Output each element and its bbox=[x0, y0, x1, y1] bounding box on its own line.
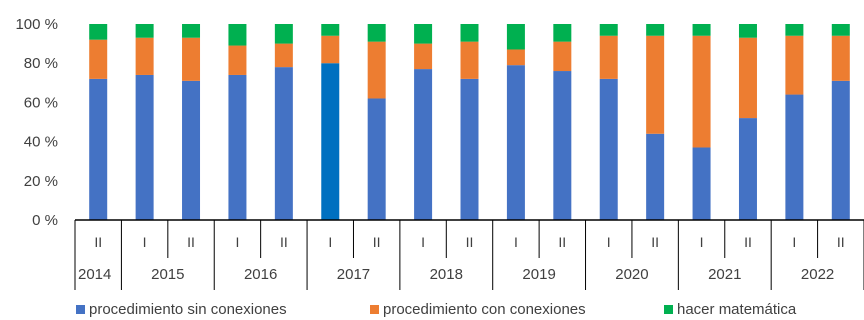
bar-segment-2 bbox=[738, 37, 757, 119]
bar-segment-3 bbox=[599, 24, 618, 36]
legend: procedimiento sin conexiones procedimient… bbox=[76, 301, 797, 318]
semester-label: I bbox=[143, 234, 147, 250]
semester-label: II bbox=[558, 234, 566, 250]
bar-segment-3 bbox=[228, 24, 247, 46]
y-tick-label: 20 % bbox=[24, 173, 58, 190]
semester-label: I bbox=[792, 234, 796, 250]
year-label: 2020 bbox=[615, 266, 648, 283]
bar-segment-1 bbox=[228, 74, 247, 221]
y-axis: 0 % 20 % 40 % 60 % 80 % 100 % bbox=[15, 16, 58, 229]
bar-segment-2 bbox=[321, 35, 340, 64]
bar-segment-2 bbox=[228, 45, 247, 75]
semester-label: I bbox=[421, 234, 425, 250]
y-tick-label: 80 % bbox=[24, 55, 58, 72]
year-label: 2018 bbox=[430, 266, 463, 283]
bar-segment-2 bbox=[460, 41, 479, 79]
legend-swatch bbox=[664, 305, 673, 314]
bar-segment-2 bbox=[646, 35, 665, 134]
bar-segment-1 bbox=[831, 80, 850, 220]
bar-segment-2 bbox=[785, 35, 804, 95]
semester-label: I bbox=[607, 234, 611, 250]
bar-segment-3 bbox=[321, 24, 340, 36]
bar-segment-3 bbox=[135, 24, 154, 38]
bar-segment-2 bbox=[182, 37, 201, 81]
year-label: 2021 bbox=[708, 266, 741, 283]
legend-label: procedimiento sin conexiones bbox=[89, 301, 287, 318]
bar-segment-3 bbox=[367, 24, 386, 42]
bar-segment-3 bbox=[460, 24, 479, 42]
bar-segment-1 bbox=[182, 80, 201, 220]
semester-label: II bbox=[187, 234, 195, 250]
bar-segment-2 bbox=[553, 41, 572, 72]
semester-label: I bbox=[328, 234, 332, 250]
semester-label: I bbox=[235, 234, 239, 250]
bar-segment-1 bbox=[646, 133, 665, 220]
bar-segment-2 bbox=[274, 43, 293, 68]
bar-segment-1 bbox=[321, 63, 340, 221]
bar-segment-2 bbox=[414, 43, 433, 70]
y-tick-label: 100 % bbox=[15, 16, 58, 33]
year-label: 2019 bbox=[522, 266, 555, 283]
semester-label: II bbox=[373, 234, 381, 250]
bar-segment-1 bbox=[414, 69, 433, 220]
legend-swatch bbox=[370, 305, 379, 314]
bar-segment-3 bbox=[182, 24, 201, 38]
bar-segment-3 bbox=[553, 24, 572, 42]
bar-segment-1 bbox=[460, 78, 479, 220]
bar-segment-3 bbox=[692, 24, 711, 36]
bar-segment-3 bbox=[831, 24, 850, 36]
legend-swatch bbox=[76, 305, 85, 314]
bar-segment-2 bbox=[506, 49, 525, 66]
semester-label: II bbox=[651, 234, 659, 250]
semester-label: II bbox=[94, 234, 102, 250]
bar-segment-1 bbox=[135, 74, 154, 221]
year-label: 2017 bbox=[337, 266, 370, 283]
bar-segment-1 bbox=[89, 78, 108, 220]
year-label: 2015 bbox=[151, 266, 184, 283]
bars bbox=[89, 24, 850, 221]
bar-segment-2 bbox=[367, 41, 386, 99]
bar-segment-3 bbox=[274, 24, 293, 44]
semester-label: I bbox=[700, 234, 704, 250]
bar-segment-1 bbox=[367, 98, 386, 220]
bar-segment-1 bbox=[274, 67, 293, 221]
bar-segment-2 bbox=[89, 39, 108, 79]
bar-segment-3 bbox=[414, 24, 433, 44]
bar-segment-1 bbox=[692, 147, 711, 220]
y-tick-label: 40 % bbox=[24, 134, 58, 151]
bar-segment-3 bbox=[646, 24, 665, 36]
y-tick-label: 60 % bbox=[24, 94, 58, 111]
bar-segment-3 bbox=[785, 24, 804, 36]
bar-segment-1 bbox=[599, 78, 618, 220]
bar-segment-2 bbox=[135, 37, 154, 75]
semester-label: I bbox=[514, 234, 518, 250]
bar-segment-3 bbox=[738, 24, 757, 38]
bar-segment-1 bbox=[506, 65, 525, 220]
bar-segment-3 bbox=[506, 24, 525, 50]
y-tick-label: 0 % bbox=[32, 212, 58, 229]
year-label: 2014 bbox=[78, 266, 111, 283]
semester-label: II bbox=[466, 234, 474, 250]
semester-label: II bbox=[744, 234, 752, 250]
bar-segment-2 bbox=[599, 35, 618, 79]
bar-segment-2 bbox=[831, 35, 850, 81]
bar-segment-2 bbox=[692, 35, 711, 148]
legend-label: hacer matemática bbox=[677, 301, 797, 318]
legend-label: procedimiento con conexiones bbox=[383, 301, 586, 318]
year-label: 2016 bbox=[244, 266, 277, 283]
year-label: 2022 bbox=[801, 266, 834, 283]
bar-segment-3 bbox=[89, 24, 108, 40]
semester-label: II bbox=[837, 234, 845, 250]
bar-segment-1 bbox=[785, 94, 804, 220]
bar-segment-1 bbox=[553, 71, 572, 220]
semester-label: II bbox=[280, 234, 288, 250]
bar-segment-1 bbox=[738, 118, 757, 220]
